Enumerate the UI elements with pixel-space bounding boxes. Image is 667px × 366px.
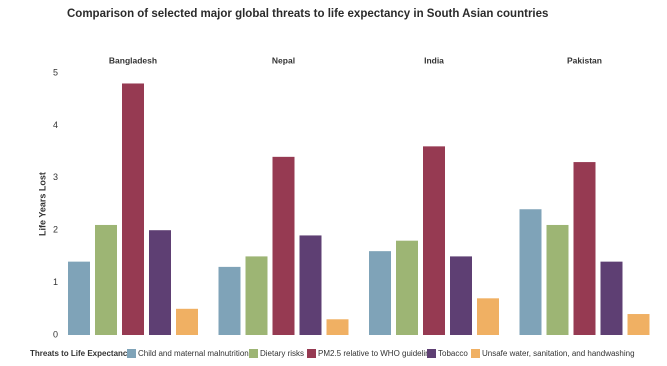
bar [369, 251, 391, 335]
y-tick-label: 4 [53, 120, 58, 130]
bar [627, 314, 650, 335]
bar [68, 261, 90, 335]
bar [95, 224, 117, 335]
y-tick-label: 3 [53, 172, 58, 182]
bar [326, 319, 349, 335]
y-tick-label: 2 [53, 225, 58, 235]
legend-label: Child and maternal malnutrition [138, 349, 249, 358]
bar [149, 230, 171, 335]
y-axis-label: Life Years Lost [37, 172, 47, 236]
legend-swatch [307, 349, 316, 358]
legend-swatch [127, 349, 136, 358]
legend-label: PM2.5 relative to WHO guideline [318, 349, 435, 358]
panel-title: Bangladesh [109, 55, 157, 65]
y-tick-label: 1 [53, 277, 58, 287]
panel-title: India [424, 55, 444, 65]
legend-label: Unsafe water, sanitation, and handwashin… [482, 349, 635, 358]
bar [272, 156, 295, 335]
legend-label: Tobacco [438, 349, 468, 358]
y-tick-label: 5 [53, 67, 58, 77]
bar [218, 266, 241, 335]
legend-swatch [471, 349, 480, 358]
bar [245, 256, 268, 335]
legend-swatch [249, 349, 258, 358]
bar [450, 256, 472, 335]
panel-title: Nepal [272, 55, 295, 65]
bar [396, 240, 418, 335]
chart-title: Comparison of selected major global thre… [67, 8, 548, 20]
bar [477, 298, 499, 335]
bar [573, 162, 596, 335]
bar [600, 261, 623, 335]
bar [423, 146, 445, 335]
y-tick-label: 0 [53, 329, 58, 339]
bar [122, 83, 144, 335]
legend-title: Threats to Life Expectancy [30, 349, 132, 358]
bar [299, 235, 322, 335]
bar [519, 209, 542, 335]
legend-swatch [427, 349, 436, 358]
bar [176, 308, 198, 335]
legend-label: Dietary risks [260, 349, 304, 358]
panel-title: Pakistan [567, 55, 602, 65]
bar [546, 224, 569, 335]
